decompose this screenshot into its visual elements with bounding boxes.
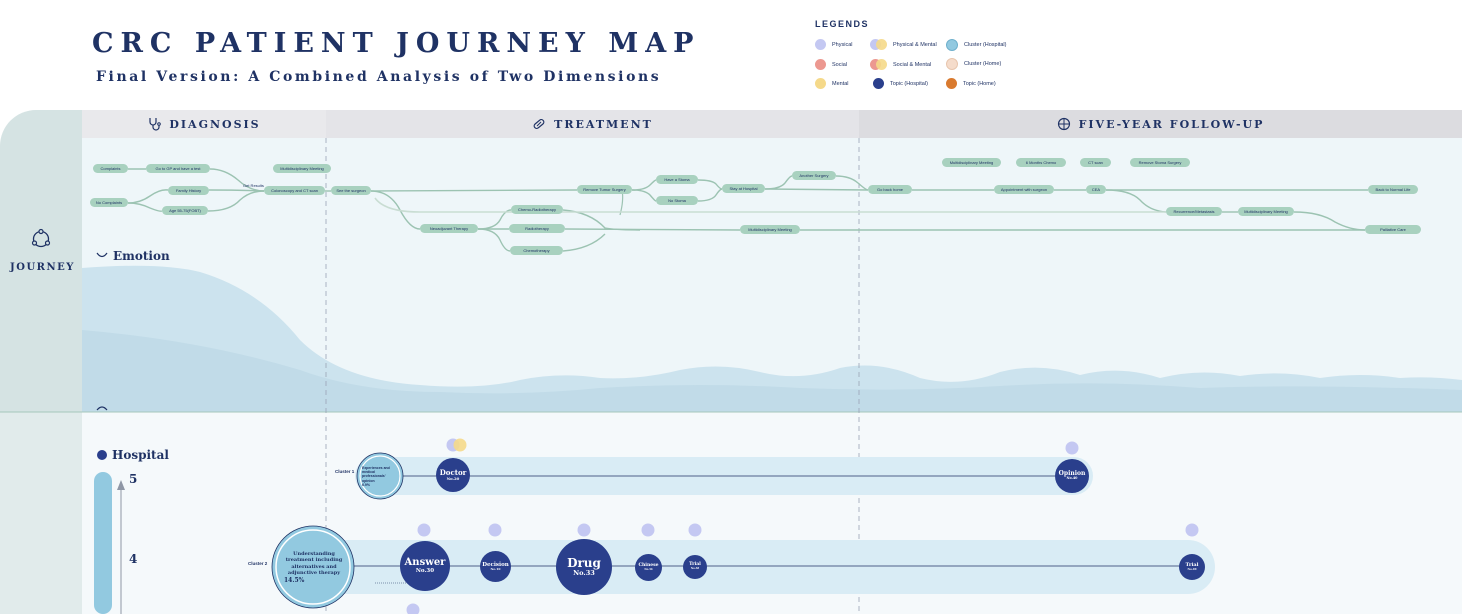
physical-dot (417, 523, 431, 537)
node-radiotherapy: Radiotherapy (509, 224, 565, 233)
legend-item-mental: Mental (815, 78, 849, 89)
cluster-home-swatch-icon (946, 58, 958, 70)
mental-swatch-icon (815, 78, 826, 89)
journey-cycle-icon (31, 228, 51, 248)
emotion-label: Emotion (113, 249, 170, 263)
node-go-home: Go back home (868, 185, 912, 194)
topic-drug[interactable]: Drug No.33 (556, 539, 612, 595)
stethoscope-icon (149, 118, 162, 131)
hospital-dot-icon (97, 450, 107, 460)
axis-tick-5: 5 (129, 472, 138, 486)
legend-item-social-mental: Social & Mental (870, 59, 931, 70)
node-remove-stoma: Remove Stoma Surgery (1130, 158, 1190, 167)
node-see-surgeon: See the surgeon (331, 186, 371, 195)
social-mental-swatch-icon (870, 59, 887, 70)
node-recurrence: Recurrence/Metastasis (1166, 207, 1222, 216)
node-mdm-late: Multidisciplinary Meeting (1238, 207, 1294, 216)
cluster-1-share: 6.9% (362, 483, 370, 487)
node-complaints: Complaints (93, 164, 128, 173)
cluster-hospital-swatch-icon (946, 39, 958, 51)
node-neoadjuvant: Neoadjuvant Therapy (420, 224, 478, 233)
node-family-history: Family History (168, 186, 209, 195)
node-have-stoma: Have a Stoma (656, 175, 698, 184)
node-mdm-followup: Multidisciplinary Meeting (942, 158, 1001, 167)
emotion-curve-shadow (82, 330, 1462, 412)
node-remove-tumor: Remove Tumor Surgery (577, 185, 632, 194)
cluster-1-title: Experiences and medical professionals' o… (362, 466, 390, 483)
physical-mental-swatch-icon (870, 39, 887, 50)
sad-icon (96, 406, 108, 411)
compass-icon (1057, 117, 1070, 131)
physical-dot (1185, 523, 1199, 537)
topic-trial-2[interactable]: Trial No.49 (1179, 554, 1205, 580)
physical-swatch-icon (815, 39, 826, 50)
hospital-label: Hospital (112, 448, 169, 462)
journey-label: JOURNEY (10, 262, 75, 273)
legend-item-physical-mental: Physical & Mental (870, 39, 937, 50)
legend-item-topic-hospital: Topic (Hospital) (873, 78, 928, 89)
topic-decision[interactable]: Decision No.10 (480, 551, 511, 582)
node-mdm-treatment: Multidisciplinary Meeting (740, 225, 800, 234)
node-no-stoma: No Stoma (656, 196, 698, 205)
topic-answer[interactable]: Answer No.30 (400, 541, 450, 591)
smile-icon (96, 252, 108, 258)
node-appointment: Appointment with surgeon (994, 185, 1054, 194)
node-age: Age 55-75(FOBT) (162, 206, 208, 215)
topic-chinese[interactable]: Chinese No.34 (635, 554, 662, 581)
legend-item-cluster-home: Cluster (Home) (946, 58, 1001, 70)
topic-doctor[interactable]: Doctor No.20 (436, 458, 470, 492)
physical-dot (641, 523, 655, 537)
node-chemotherapy: Chemotherapy (510, 246, 563, 255)
hospital-sidebar (0, 412, 82, 614)
topic-home-swatch-icon (946, 78, 957, 89)
physical-dot (406, 603, 420, 614)
node-six-months-chemo: 6 Months Chemo (1016, 158, 1066, 167)
node-ct-scan: CT scan (1080, 158, 1111, 167)
phase-diagnosis: DIAGNOSIS (82, 110, 326, 138)
legend-item-cluster-hospital: Cluster (Hospital) (946, 39, 1006, 51)
node-another-surgery: Another Surgery (792, 171, 836, 180)
page-title: CRC PATIENT JOURNEY MAP (92, 28, 701, 59)
node-back-normal: Back to Normal Life (1368, 185, 1418, 194)
physical-dot (577, 523, 591, 537)
cluster-2-label: Cluster 2 (248, 561, 268, 566)
node-chemo-radio: Chemo-Radiotherapy (511, 205, 563, 214)
physical-dot (1065, 441, 1079, 455)
cluster-1-label: Cluster 1 (335, 469, 355, 474)
topic-opinion[interactable]: Opinion No.40 (1055, 459, 1089, 493)
physical-dot (488, 523, 502, 537)
cluster-2-circle (271, 525, 355, 609)
page-subtitle: Final Version: A Combined Analysis of Tw… (96, 69, 662, 85)
legend-item-topic-home: Topic (Home) (946, 78, 996, 89)
legend-item-physical: Physical (815, 39, 852, 50)
cluster-2-title: Understanding treatment including altern… (285, 551, 343, 576)
node-palliative: Palliative Care (1365, 225, 1421, 234)
social-swatch-icon (815, 59, 826, 70)
node-go-gp: Go to GP and have a test (146, 164, 210, 173)
topic-trial[interactable]: Trial No.38 (683, 555, 707, 579)
legend-title: LEGENDS (815, 19, 870, 29)
pill-icon (533, 118, 545, 130)
topic-hospital-swatch-icon (873, 78, 884, 89)
cluster-2-band (275, 540, 1215, 594)
cluster-2-share: 14.5% (284, 577, 305, 584)
hospital-scale-bar (94, 472, 112, 614)
node-mdm-diagnosis: Multidisciplinary Meeting (273, 164, 331, 173)
phase-followup: FIVE-YEAR FOLLOW-UP (859, 110, 1462, 138)
cluster-1-circle (356, 452, 404, 500)
label-get-results: Get Results (243, 183, 264, 188)
physical-dot (688, 523, 702, 537)
node-no-complaints: No Complaints (90, 198, 128, 207)
node-cea: CEA (1086, 185, 1106, 194)
node-colonoscopy: Colonoscopy and CT scan (264, 186, 325, 195)
legend-item-social: Social (815, 59, 847, 70)
axis-tick-4: 4 (129, 552, 138, 566)
phase-treatment: TREATMENT (326, 110, 859, 138)
emotion-curve-main (82, 265, 1462, 412)
node-stay-hospital: Stay at Hospital (722, 184, 765, 193)
